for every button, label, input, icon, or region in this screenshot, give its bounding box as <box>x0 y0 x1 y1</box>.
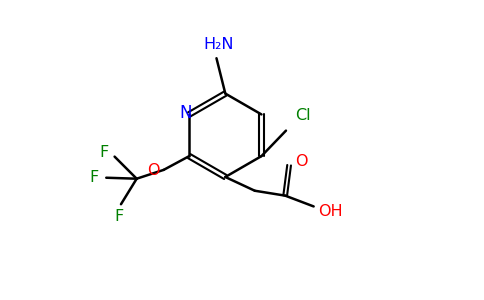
Text: N: N <box>180 104 192 122</box>
Text: H₂N: H₂N <box>204 37 234 52</box>
Text: F: F <box>99 145 108 160</box>
Text: F: F <box>114 209 123 224</box>
Text: OH: OH <box>318 204 343 219</box>
Text: F: F <box>90 170 99 185</box>
Text: Cl: Cl <box>295 108 311 123</box>
Text: O: O <box>296 154 308 169</box>
Text: O: O <box>148 164 160 178</box>
